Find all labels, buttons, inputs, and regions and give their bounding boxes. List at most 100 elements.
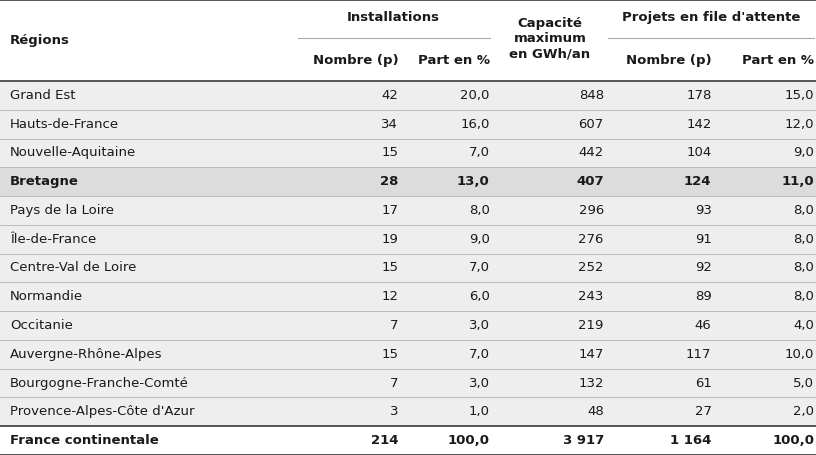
Text: 48: 48 [587, 405, 604, 418]
Text: 296: 296 [579, 204, 604, 217]
Text: 276: 276 [579, 233, 604, 246]
Text: 3,0: 3,0 [468, 377, 490, 389]
Text: 407: 407 [576, 175, 604, 188]
Bar [0, 426, 816, 455]
Text: 8,0: 8,0 [793, 204, 814, 217]
Text: Bourgogne-Franche-Comté: Bourgogne-Franche-Comté [10, 377, 188, 389]
Text: Nouvelle-Aquitaine: Nouvelle-Aquitaine [10, 147, 136, 159]
Text: Hauts-de-France: Hauts-de-France [10, 118, 119, 131]
Text: Grand Est: Grand Est [10, 89, 75, 102]
Text: Capacité
maximum
en GWh/an: Capacité maximum en GWh/an [509, 17, 591, 61]
Text: 132: 132 [579, 377, 604, 389]
Text: 19: 19 [381, 233, 398, 246]
Text: 3 917: 3 917 [562, 434, 604, 447]
Text: 11,0: 11,0 [782, 175, 814, 188]
Text: 20,0: 20,0 [460, 89, 490, 102]
Text: Nombre (p): Nombre (p) [313, 54, 398, 67]
Text: 15: 15 [381, 348, 398, 361]
Text: Régions: Régions [10, 34, 69, 47]
Bar [0, 167, 816, 196]
Text: 9,0: 9,0 [793, 147, 814, 159]
Text: Part en %: Part en % [743, 54, 814, 67]
Text: 92: 92 [694, 262, 712, 274]
Text: 61: 61 [694, 377, 712, 389]
Text: 178: 178 [686, 89, 712, 102]
Text: 89: 89 [694, 290, 712, 303]
Bar [0, 398, 816, 426]
Text: 13,0: 13,0 [457, 175, 490, 188]
Bar [0, 138, 816, 167]
Bar [0, 311, 816, 340]
Bar [0, 369, 816, 398]
Text: 46: 46 [694, 319, 712, 332]
Text: Occitanie: Occitanie [10, 319, 73, 332]
Bar [0, 340, 816, 369]
Bar [0, 0, 816, 81]
Text: 104: 104 [686, 147, 712, 159]
Text: 219: 219 [579, 319, 604, 332]
Text: 15: 15 [381, 262, 398, 274]
Text: 1,0: 1,0 [468, 405, 490, 418]
Text: 12,0: 12,0 [785, 118, 814, 131]
Text: Installations: Installations [348, 11, 440, 24]
Text: 2,0: 2,0 [793, 405, 814, 418]
Text: France continentale: France continentale [10, 434, 158, 447]
Text: 8,0: 8,0 [468, 204, 490, 217]
Text: 17: 17 [381, 204, 398, 217]
Text: Normandie: Normandie [10, 290, 83, 303]
Bar [0, 253, 816, 283]
Bar [0, 225, 816, 253]
Text: 8,0: 8,0 [793, 262, 814, 274]
Text: Centre-Val de Loire: Centre-Val de Loire [10, 262, 136, 274]
Text: 16,0: 16,0 [460, 118, 490, 131]
Text: Nombre (p): Nombre (p) [626, 54, 712, 67]
Text: Bretagne: Bretagne [10, 175, 78, 188]
Text: 252: 252 [579, 262, 604, 274]
Text: 117: 117 [686, 348, 712, 361]
Text: 5,0: 5,0 [793, 377, 814, 389]
Text: 10,0: 10,0 [785, 348, 814, 361]
Text: 15,0: 15,0 [785, 89, 814, 102]
Text: Projets en file d'attente: Projets en file d'attente [622, 11, 800, 24]
Text: 124: 124 [684, 175, 712, 188]
Text: 147: 147 [579, 348, 604, 361]
Bar [0, 283, 816, 311]
Text: 12: 12 [381, 290, 398, 303]
Text: 7,0: 7,0 [468, 262, 490, 274]
Text: Provence-Alpes-Côte d'Azur: Provence-Alpes-Côte d'Azur [10, 405, 194, 418]
Text: 848: 848 [579, 89, 604, 102]
Text: Auvergne-Rhône-Alpes: Auvergne-Rhône-Alpes [10, 348, 162, 361]
Text: 91: 91 [694, 233, 712, 246]
Text: 34: 34 [381, 118, 398, 131]
Text: 28: 28 [379, 175, 398, 188]
Bar [0, 81, 816, 110]
Text: 15: 15 [381, 147, 398, 159]
Text: 442: 442 [579, 147, 604, 159]
Text: 42: 42 [381, 89, 398, 102]
Text: 100,0: 100,0 [773, 434, 814, 447]
Text: 3: 3 [390, 405, 398, 418]
Text: 7: 7 [390, 377, 398, 389]
Text: 93: 93 [694, 204, 712, 217]
Text: 142: 142 [686, 118, 712, 131]
Text: 3,0: 3,0 [468, 319, 490, 332]
Text: 607: 607 [579, 118, 604, 131]
Bar [0, 196, 816, 225]
Text: 8,0: 8,0 [793, 233, 814, 246]
Text: Pays de la Loire: Pays de la Loire [10, 204, 113, 217]
Text: Île-de-France: Île-de-France [10, 233, 96, 246]
Text: 1 164: 1 164 [670, 434, 712, 447]
Text: 214: 214 [370, 434, 398, 447]
Text: 27: 27 [694, 405, 712, 418]
Text: 4,0: 4,0 [793, 319, 814, 332]
Text: 7: 7 [390, 319, 398, 332]
Text: Part en %: Part en % [418, 54, 490, 67]
Text: 7,0: 7,0 [468, 348, 490, 361]
Text: 243: 243 [579, 290, 604, 303]
Text: 8,0: 8,0 [793, 290, 814, 303]
Text: 7,0: 7,0 [468, 147, 490, 159]
Text: 100,0: 100,0 [448, 434, 490, 447]
Text: 6,0: 6,0 [468, 290, 490, 303]
Text: 9,0: 9,0 [468, 233, 490, 246]
Bar [0, 110, 816, 138]
